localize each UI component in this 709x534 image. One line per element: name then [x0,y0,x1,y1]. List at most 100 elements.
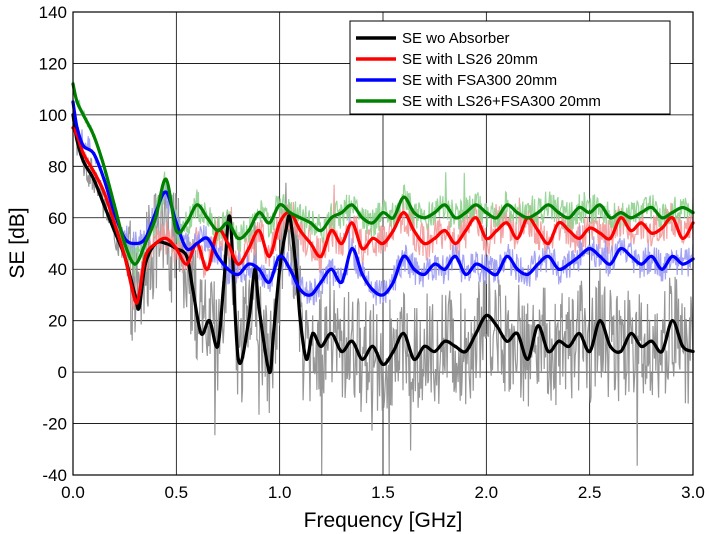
data-point [484,236,488,240]
data-point [257,229,261,233]
data-point [319,344,323,348]
data-point [329,229,333,233]
y-tick-label: 40 [48,260,67,279]
data-point [464,272,468,276]
data-point [619,211,623,215]
data-point [557,211,561,215]
data-point [278,221,282,225]
raw-trace-1 [72,124,694,310]
data-point [174,247,178,251]
data-point [536,229,540,233]
data-point [505,339,509,343]
data-point [567,216,571,220]
data-point [526,272,530,276]
data-point [453,344,457,348]
data-point [257,211,261,215]
data-point [329,216,333,220]
data-point [453,254,457,258]
data-point [185,221,189,225]
data-point [391,229,395,233]
data-point [257,306,261,310]
data-point [226,221,230,225]
data-point [443,267,447,271]
data-point [639,262,643,266]
data-point [598,231,602,235]
data-point [464,229,468,233]
data-point [598,254,602,258]
x-tick-label: 1.5 [371,483,395,502]
data-point [484,211,488,215]
data-point [474,262,478,266]
data-point [102,177,106,181]
y-tick-label: 20 [48,312,67,331]
data-point [629,216,633,220]
data-point [81,113,85,117]
data-point [102,203,106,207]
data-point [92,169,96,174]
data-point [247,262,251,266]
data-point [154,216,158,220]
data-point [443,229,447,233]
data-point [143,241,147,246]
x-tick-label: 0.5 [165,483,189,502]
data-point [92,133,96,138]
data-point [371,288,375,292]
data-point [288,267,292,271]
data-point [247,319,251,323]
data-point [371,344,375,348]
data-point [391,216,395,220]
data-point [247,229,251,233]
data-point [350,247,354,251]
data-point [670,254,674,258]
data-point [360,272,364,276]
data-point [207,319,211,323]
data-point [236,262,240,266]
data-point [412,357,416,361]
data-point [319,229,323,233]
data-point [164,236,168,240]
data-point [495,324,499,328]
data-point [536,262,540,266]
data-point [567,229,571,233]
y-tick-label: -40 [42,466,67,485]
legend-label: SE with FSA300 20mm [402,72,557,89]
y-tick-label: 140 [39,3,67,22]
data-point [433,211,437,215]
data-point [81,151,85,156]
y-tick-label: 0 [58,363,67,382]
data-point [619,216,623,220]
data-point [515,211,519,215]
plot-frame [72,11,694,476]
data-point [278,267,282,271]
data-point [216,229,220,233]
data-point [205,216,209,220]
data-point [247,247,251,251]
data-point [629,331,633,336]
data-point [526,357,530,361]
data-point [681,344,685,348]
data-point [329,331,333,336]
data-point [505,221,509,225]
data-point [298,288,302,292]
data-point [236,272,240,276]
data-point [484,267,488,271]
data-point [412,229,416,233]
data-point [340,349,344,354]
data-point [681,205,685,210]
data-point [464,349,468,354]
data-point [81,144,85,148]
data-point [267,370,271,374]
data-point [474,216,478,220]
data-point [340,280,344,284]
data-point [164,177,168,181]
data-point [319,280,323,284]
data-point [329,267,333,271]
data-point [608,216,612,220]
data-point [495,216,499,220]
data-point [588,211,592,215]
data-point [304,357,309,361]
data-point [102,164,106,168]
data-point [298,319,302,323]
data-point [360,216,364,220]
